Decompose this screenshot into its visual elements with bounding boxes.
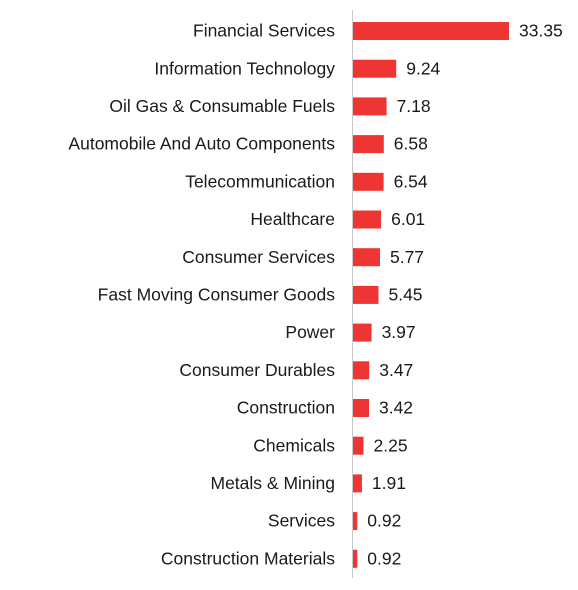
value-label: 3.97 xyxy=(382,322,416,342)
bar xyxy=(353,474,362,493)
value-label: 0.92 xyxy=(367,548,401,568)
category-label: Telecommunication xyxy=(185,171,335,191)
category-label: Automobile And Auto Components xyxy=(68,134,335,154)
bar xyxy=(353,97,387,116)
category-label: Services xyxy=(268,511,335,531)
bar xyxy=(353,172,384,191)
value-label: 6.54 xyxy=(394,171,428,191)
bar xyxy=(353,549,358,568)
bar xyxy=(353,361,370,380)
bar xyxy=(353,59,397,78)
category-label: Fast Moving Consumer Goods xyxy=(98,285,336,305)
value-label: 6.01 xyxy=(391,209,425,229)
value-label: 5.45 xyxy=(388,285,422,305)
category-label: Chemicals xyxy=(253,435,335,455)
value-label: 3.47 xyxy=(379,360,413,380)
value-label: 7.18 xyxy=(397,96,431,116)
bar xyxy=(353,285,379,304)
bar xyxy=(353,248,380,267)
value-label: 1.91 xyxy=(372,473,406,493)
category-label: Construction xyxy=(237,398,335,418)
category-label: Power xyxy=(285,322,335,342)
category-label: Construction Materials xyxy=(161,548,335,568)
bar xyxy=(353,22,509,40)
value-label: 9.24 xyxy=(406,58,440,78)
category-label: Metals & Mining xyxy=(211,473,336,493)
bar xyxy=(353,512,358,531)
bar xyxy=(353,135,384,154)
value-label: 2.25 xyxy=(374,435,408,455)
bar xyxy=(353,399,369,417)
value-label: 5.77 xyxy=(390,247,424,267)
value-label: 3.42 xyxy=(379,398,413,418)
value-label: 33.35 xyxy=(519,21,563,41)
bar xyxy=(353,210,382,229)
bar xyxy=(353,436,364,455)
category-label: Information Technology xyxy=(154,58,335,78)
bar xyxy=(353,323,372,342)
value-label: 6.58 xyxy=(394,134,428,154)
category-label: Financial Services xyxy=(193,21,335,41)
category-label: Healthcare xyxy=(250,209,335,229)
category-label: Oil Gas & Consumable Fuels xyxy=(109,96,335,116)
category-label: Consumer Services xyxy=(182,247,335,267)
category-label: Consumer Durables xyxy=(179,360,335,380)
value-label: 0.92 xyxy=(367,511,401,531)
